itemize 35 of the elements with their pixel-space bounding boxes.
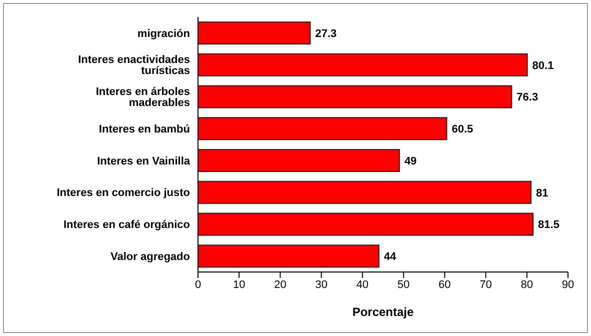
x-tick-label: 40	[356, 278, 369, 291]
y-tick-label: Interes en bambú	[98, 123, 190, 136]
bar	[198, 212, 534, 236]
data-label: 49	[404, 155, 417, 168]
y-tick-label: Interes en comercio justo	[56, 187, 190, 200]
data-label: 27.3	[315, 28, 337, 40]
bar	[198, 244, 380, 268]
bar	[198, 180, 532, 204]
data-label: 81.5	[538, 219, 560, 232]
x-tick-label: 70	[480, 278, 492, 291]
data-label: 76.3	[516, 92, 538, 104]
bar	[198, 117, 448, 140]
bar	[198, 149, 400, 172]
x-tick-label: 0	[194, 278, 202, 291]
data-label: 44	[384, 251, 398, 264]
x-tick-label: 50	[397, 278, 410, 291]
y-tick-label: Interes en café orgánico	[63, 219, 190, 232]
bar	[198, 85, 512, 108]
data-label: 60.5	[452, 124, 474, 136]
x-tick-label: 30	[315, 278, 328, 291]
y-tick-label: Interes en árboles maderables	[96, 86, 190, 110]
y-tick-label: Interes en Vainilla	[97, 155, 191, 168]
y-tick-label: migración	[137, 28, 190, 40]
bar	[198, 53, 528, 76]
x-tick-label: 90	[562, 278, 574, 291]
x-tick-label: 10	[232, 278, 246, 291]
x-tick-label: 20	[274, 278, 286, 291]
x-tick-label: 60	[438, 278, 451, 291]
data-label: 81	[536, 187, 548, 200]
x-axis-title: Porcentaje	[352, 305, 414, 319]
x-tick-label: 80	[520, 278, 534, 291]
data-label: 80.1	[532, 60, 554, 72]
bar	[198, 22, 311, 44]
y-tick-label: Interes enactividades turísticas	[78, 54, 190, 78]
y-tick-label: Valor agregado	[110, 250, 190, 263]
